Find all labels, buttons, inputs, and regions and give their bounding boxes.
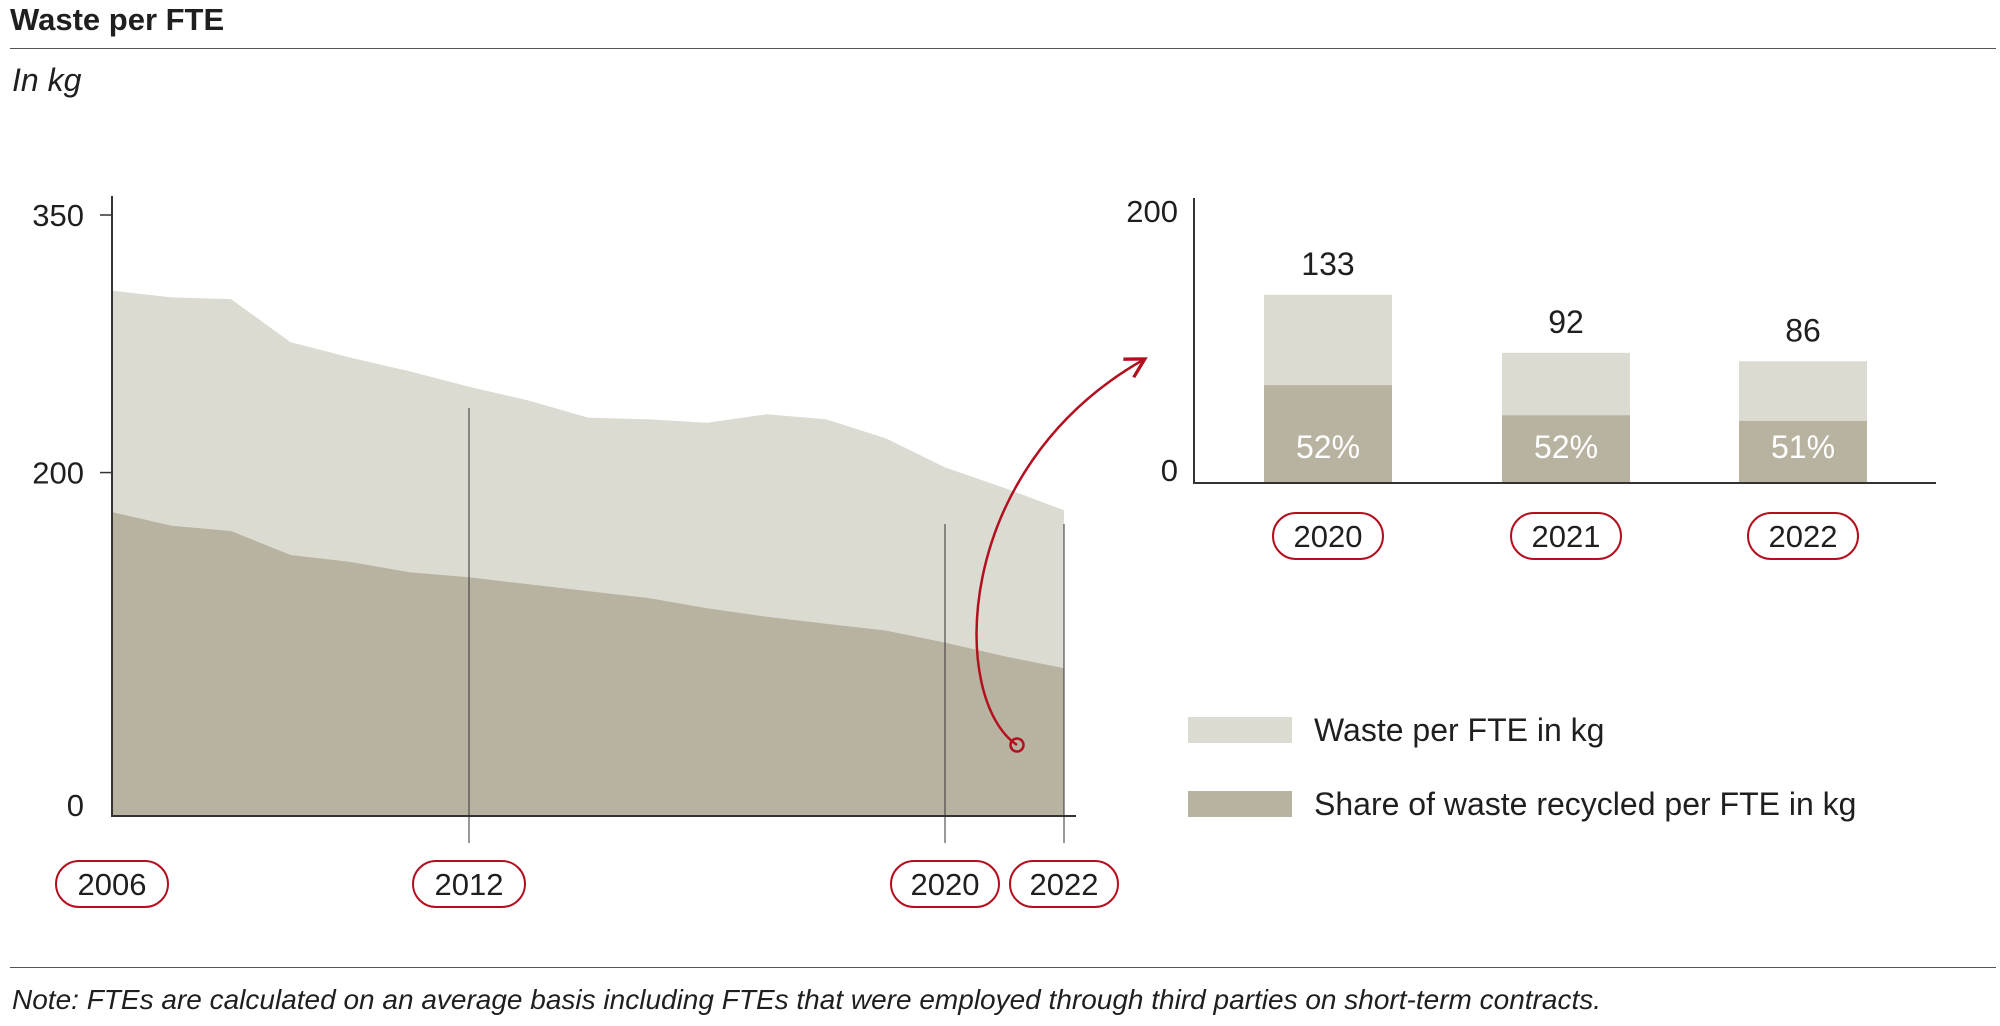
area-x-tick-2006-pill: [55, 860, 169, 908]
chart-title: Waste per FTE: [10, 2, 225, 37]
area-x-tick-2006: 2006: [78, 867, 147, 902]
area-x-tick-2022-pill: [1009, 860, 1119, 908]
area-recycled-series: [112, 512, 1064, 816]
bar-x-tick-2021-pill: [1510, 512, 1622, 560]
footnote: Note: FTEs are calculated on an average …: [12, 984, 1601, 1015]
bar-recycled-2022: [1739, 420, 1867, 483]
legend-swatch-2: [1188, 791, 1292, 817]
bar-total-label-2020: 133: [1301, 246, 1354, 282]
title-rule: [10, 48, 1996, 49]
bar-chart: 133 52% 2020 92 52% 2021 86 51% 2022 0 200: [1126, 194, 1936, 560]
bar-total-label-2021: 92: [1548, 304, 1584, 340]
area-chart: 0 200 350 2006 2012 2020 2022: [32, 196, 1119, 908]
bar-y-tick-200: 200: [1126, 194, 1178, 229]
bar-x-tick-2022-pill: [1747, 512, 1859, 560]
bar-share-label-2020: 52%: [1296, 429, 1360, 465]
bar-total-label-2022: 86: [1785, 312, 1821, 348]
bar-x-tick-2020-pill: [1272, 512, 1384, 560]
legend-label-1: Waste per FTE in kg: [1314, 712, 1604, 748]
bar-x-tick-2022: 2022: [1769, 519, 1838, 554]
legend: Waste per FTE in kg Share of waste recycl…: [1188, 712, 1856, 822]
bar-share-label-2022: 51%: [1771, 429, 1835, 465]
zoom-arrow: [975, 357, 1148, 747]
legend-swatch-1: [1188, 717, 1292, 743]
waste-chart: 0 200 350 2006 2012 2020 2022 133 52% 2020 92 52% 2…: [32, 194, 1936, 908]
area-x-tick-2020-pill: [890, 860, 1000, 908]
area-y-tick-0: 0: [67, 788, 84, 823]
area-x-tick-2020: 2020: [911, 867, 980, 902]
bar-y-tick-0: 0: [1161, 453, 1178, 488]
bar-share-label-2021: 52%: [1534, 429, 1598, 465]
bar-recycled-2021: [1502, 415, 1630, 483]
zoom-origin-marker: [1009, 737, 1025, 753]
legend-label-2: Share of waste recycled per FTE in kg: [1314, 786, 1856, 822]
area-y-tick-350: 350: [32, 198, 84, 233]
footer-rule: [10, 967, 1996, 968]
bar-recycled-2020: [1264, 385, 1392, 483]
area-x-tick-2012-pill: [412, 860, 526, 908]
bar-x-tick-2021: 2021: [1532, 519, 1601, 554]
area-x-tick-2022: 2022: [1030, 867, 1099, 902]
area-y-tick-200: 200: [32, 456, 84, 491]
bar-x-tick-2020: 2020: [1294, 519, 1363, 554]
area-x-tick-2012: 2012: [435, 867, 504, 902]
chart-subtitle: In kg: [12, 62, 82, 98]
